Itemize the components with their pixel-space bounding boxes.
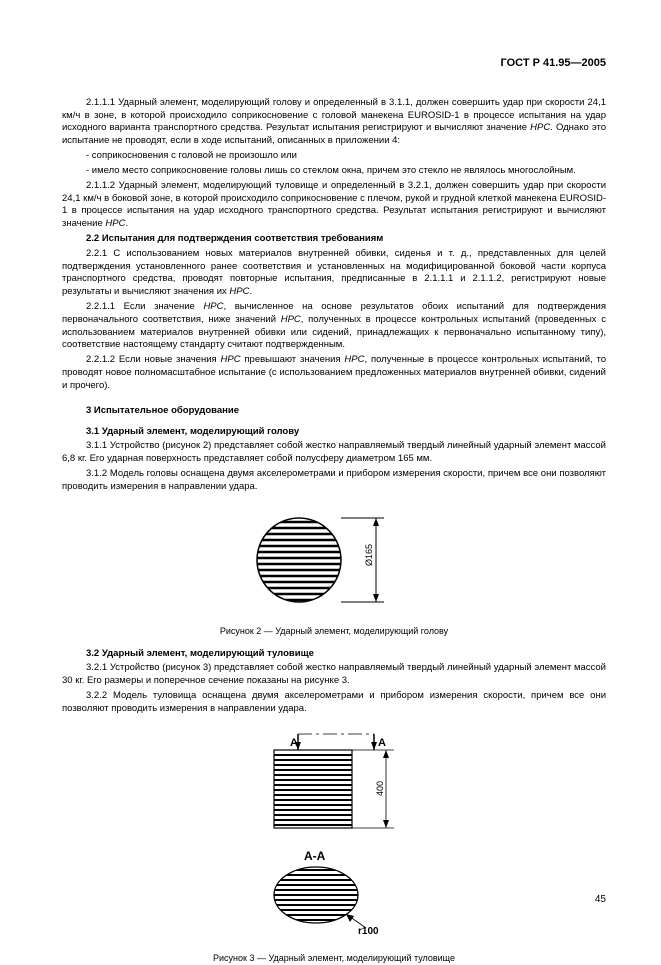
fig2-dim-label: Ø165 — [364, 544, 374, 566]
para-2211: 2.2.1.1 Если значение HPC, вычисленное н… — [62, 301, 606, 352]
figure-2: Ø165 — [62, 508, 606, 618]
hpc: HPC — [105, 218, 125, 229]
para-2111: 2.1.1.1 Ударный элемент, моделирующий го… — [62, 97, 606, 148]
fig3-section-aa: A-A — [304, 849, 326, 863]
page-number: 45 — [595, 893, 606, 907]
figure-3-caption: Рисунок 3 — Ударный элемент, моделирующи… — [62, 952, 606, 964]
hpc: HPC — [221, 354, 241, 365]
list-item-1: - соприкосновения с головой не произошло… — [62, 150, 606, 163]
text: 2.1.1.1 Ударный элемент, моделирующий го… — [62, 97, 606, 134]
fig3-label-a-right: A — [378, 737, 386, 749]
text: 2.2.1.2 Если новые значения — [86, 354, 221, 365]
hpc: HPC — [281, 314, 301, 325]
doc-header: ГОСТ Р 41.95—2005 — [62, 56, 606, 71]
list-item-2: - имело место соприкосновение головы лиш… — [62, 165, 606, 178]
h22: 2.2 Испытания для подтверждения соответс… — [86, 233, 383, 244]
heading-32: 3.2 Ударный элемент, моделирующий тулови… — [62, 648, 606, 661]
para-312: 3.1.2 Модель головы оснащена двумя аксел… — [62, 468, 606, 494]
fig3-r100: r100 — [358, 926, 379, 937]
heading-22: 2.2 Испытания для подтверждения соответс… — [62, 233, 606, 246]
hpc: HPC — [530, 122, 550, 133]
para-321: 3.2.1 Устройство (рисунок 3) представляе… — [62, 662, 606, 688]
text: 2.2.1 С использованием новых материалов … — [62, 248, 606, 297]
para-2112: 2.1.1.2 Ударный элемент, моделирующий ту… — [62, 180, 606, 231]
fig3-label-a-left: A — [290, 737, 298, 749]
hpc: HPC — [203, 301, 223, 312]
text: превышают значения — [241, 354, 345, 365]
heading-3: 3 Испытательное оборудование — [62, 405, 606, 418]
figure-2-caption: Рисунок 2 — Ударный элемент, моделирующи… — [62, 625, 606, 637]
text: 2.2.1.1 Если значение — [86, 301, 203, 312]
figure-3: A A 400 A-A — [62, 730, 606, 945]
hpc: HPC — [344, 354, 364, 365]
para-322: 3.2.2 Модель туловища оснащена двумя акс… — [62, 690, 606, 716]
text: 2.1.1.2 Ударный элемент, моделирующий ту… — [62, 180, 606, 229]
hpc: HPC — [229, 286, 249, 297]
fig3-dim-400: 400 — [375, 781, 385, 796]
para-311: 3.1.1 Устройство (рисунок 2) представляе… — [62, 440, 606, 466]
text: . — [125, 218, 128, 229]
para-221: 2.2.1 С использованием новых материалов … — [62, 248, 606, 299]
para-2212: 2.2.1.2 Если новые значения HPC превышаю… — [62, 354, 606, 392]
heading-31: 3.1 Ударный элемент, моделирующий голову — [62, 426, 606, 439]
